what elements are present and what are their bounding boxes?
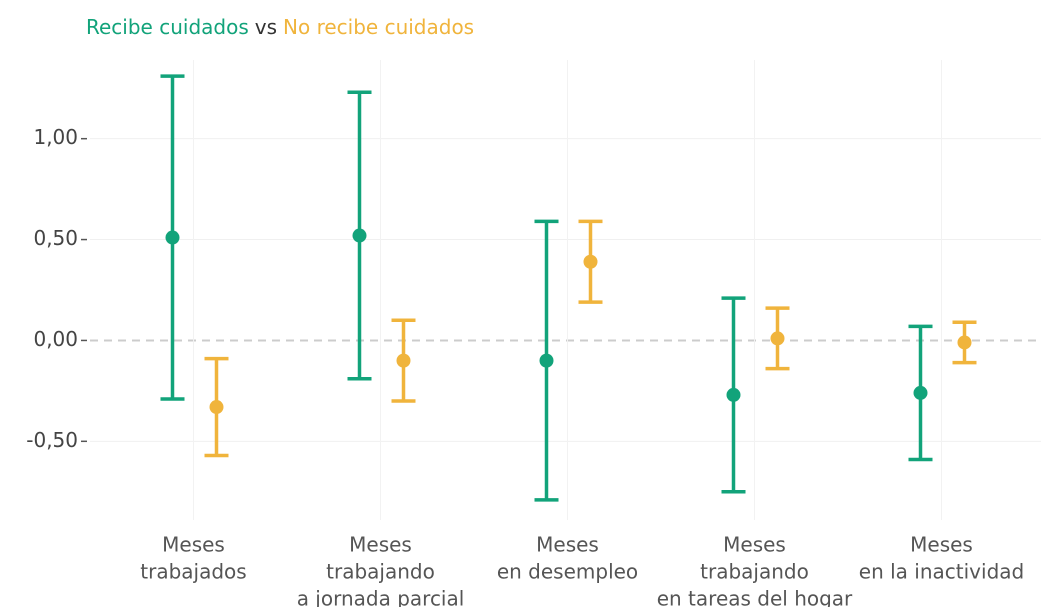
point [726, 387, 741, 402]
y-tick-label: -0,50 [26, 428, 78, 452]
point [913, 385, 928, 400]
chart-title: Recibe cuidados vs No recibe cuidados [86, 15, 474, 39]
x-tick-label: en la inactividad [859, 560, 1024, 584]
x-tick-label: Meses [162, 533, 225, 557]
x-tick-label: Meses [349, 533, 412, 557]
point [957, 335, 972, 350]
x-tick-label: en desempleo [497, 560, 638, 584]
point [583, 254, 598, 269]
title-joiner: vs [255, 15, 277, 39]
y-tick-label: 1,00 [33, 125, 78, 149]
x-tick-label: trabajando [700, 560, 809, 584]
legend-entry: No recibe cuidados [283, 15, 474, 39]
point [770, 331, 785, 346]
point [539, 353, 554, 368]
point [209, 400, 224, 415]
legend-entry: Recibe cuidados [86, 15, 249, 39]
point [165, 230, 180, 245]
x-tick-label: Meses [536, 533, 599, 557]
point [352, 228, 367, 243]
point [396, 353, 411, 368]
y-tick-label: 0,00 [33, 327, 78, 351]
x-tick-label: Meses [910, 533, 973, 557]
x-tick-label: trabajados [140, 560, 246, 584]
x-tick-label: en tareas del hogar [657, 587, 853, 607]
y-tick-label: 0,50 [33, 226, 78, 250]
x-tick-label: Meses [723, 533, 786, 557]
x-tick-label: a jornada parcial [297, 587, 465, 607]
x-tick-label: trabajando [326, 560, 435, 584]
